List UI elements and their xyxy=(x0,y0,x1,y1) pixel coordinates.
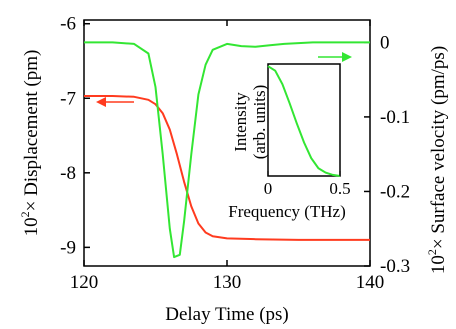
velocity-arrow xyxy=(318,52,352,62)
inset-spectrum-line xyxy=(267,65,341,177)
y-right-ticks: -0.3 -0.2 -0.1 0 xyxy=(364,32,410,277)
y-right-tick-label: -0.2 xyxy=(380,181,410,202)
x-tick-label: 140 xyxy=(356,272,385,293)
y-left-tick-label: -7 xyxy=(60,88,76,109)
y-right-tick-label: -0.1 xyxy=(380,107,410,128)
inset-x-tick-label: 0.5 xyxy=(329,179,350,198)
y-left-tick-label: -9 xyxy=(60,237,76,258)
y-left-tick-label: -8 xyxy=(60,163,76,184)
inset-x-ticks: 0 0.5 xyxy=(264,171,351,198)
y-axis-label-left: 102× Displacement (pm) xyxy=(18,50,42,237)
y-axis-label-right: 102× Surface velocity (pm/ps) xyxy=(425,46,449,274)
y-right-tick-label: 0 xyxy=(380,32,390,53)
y-left-tick-label: -6 xyxy=(60,14,76,35)
x-tick-label: 130 xyxy=(213,272,242,293)
main-plot: 120 130 140 -9 -8 -7 -6 -0.3 -0.2 -0.1 0 Delay T… xyxy=(18,14,449,325)
x-tick-label: 120 xyxy=(70,272,99,293)
series-layer xyxy=(84,41,370,259)
y-right-tick-label: -0.3 xyxy=(380,256,410,277)
inset-series-layer xyxy=(267,65,341,177)
x-axis-label: Delay Time (ps) xyxy=(165,304,289,325)
inset-x-axis-label: Frequency (THz) xyxy=(228,202,346,221)
displacement-line xyxy=(84,95,370,241)
inset-y-axis-label: Intensity(arb. units) xyxy=(231,85,269,160)
inset-x-tick-label: 0 xyxy=(264,179,273,198)
inset-plot: 0 0.5 Frequency (THz) Intensity(arb. unit… xyxy=(228,63,351,221)
inset-frame xyxy=(267,63,341,177)
displacement-arrow xyxy=(96,97,134,107)
y-left-ticks: -9 -8 -7 -6 xyxy=(60,14,90,258)
surface-velocity-line xyxy=(84,41,370,259)
x-ticks: 120 130 140 xyxy=(70,20,385,293)
